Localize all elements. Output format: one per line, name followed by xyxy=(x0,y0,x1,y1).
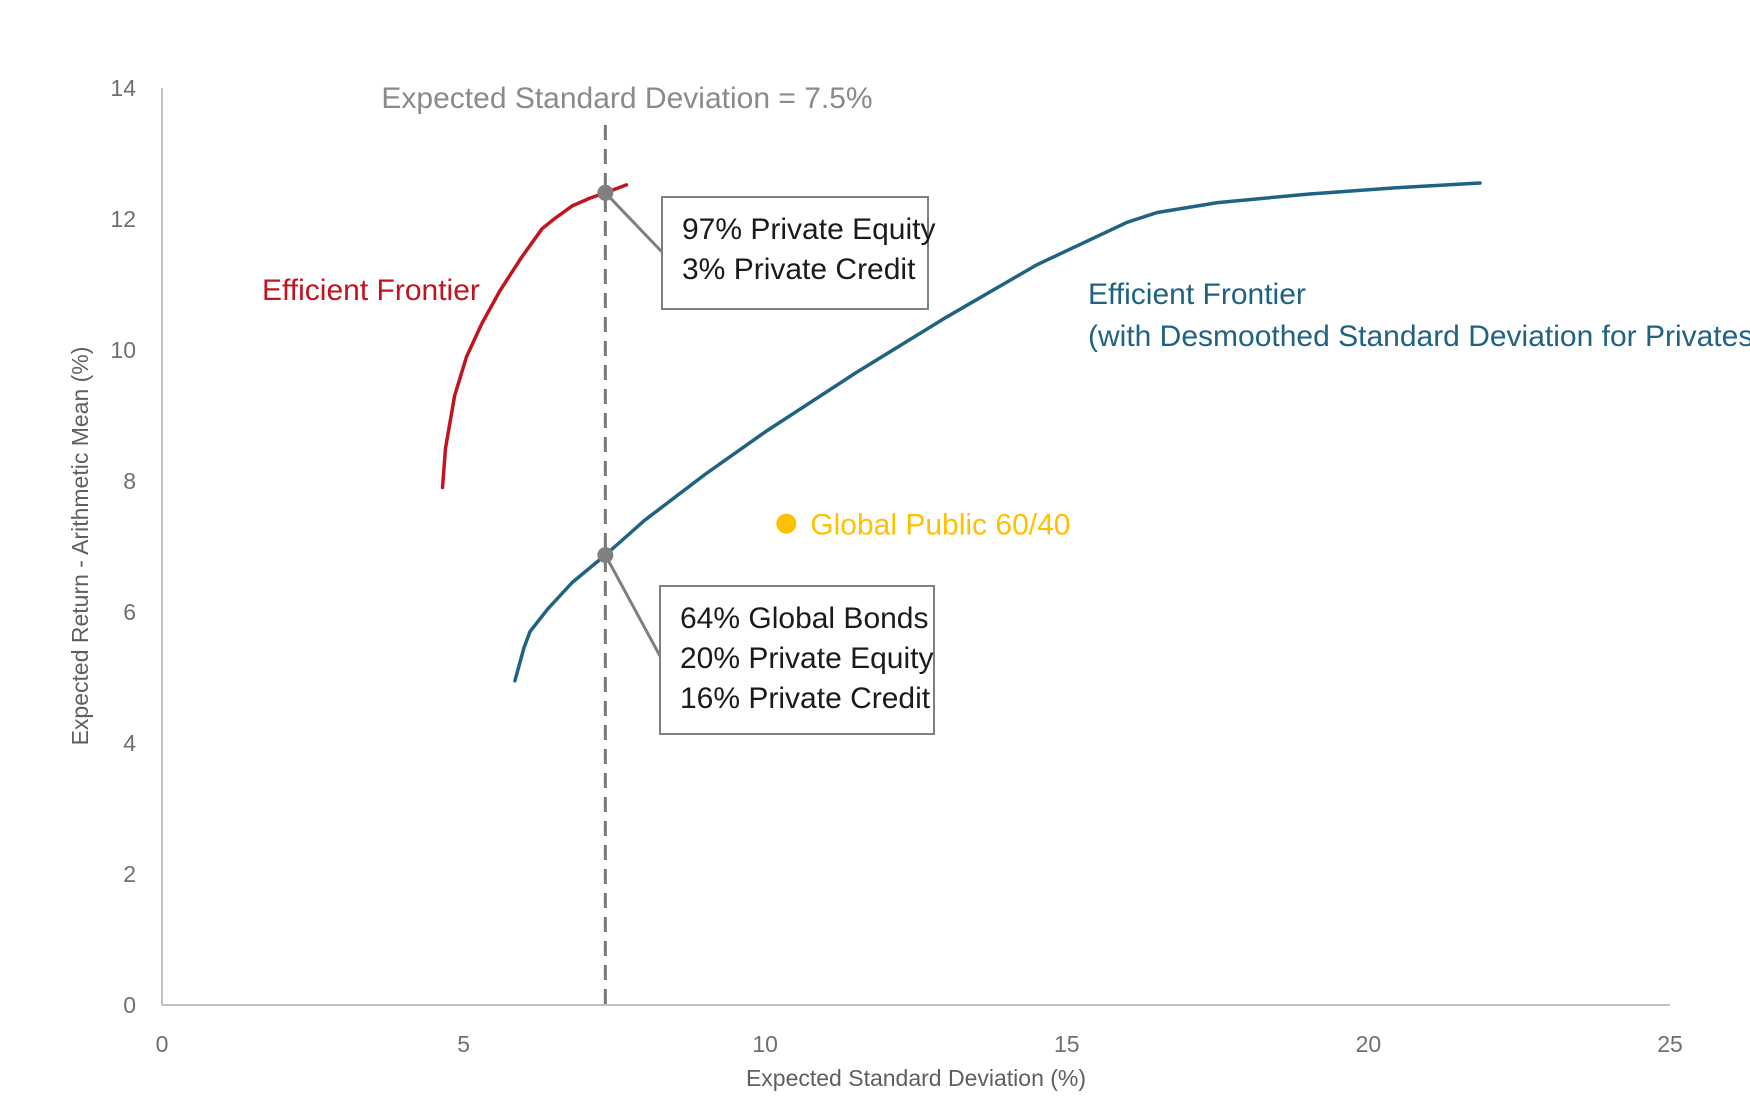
series-label-line: (with Desmoothed Standard Deviation for … xyxy=(1088,320,1750,353)
annotations: 97% Private Equity 3% Private Credit 64% G… xyxy=(597,184,935,735)
series-line-efficient-frontier xyxy=(440,183,629,490)
y-tick-label: 10 xyxy=(110,337,136,363)
x-tick-labels: 0 5 10 15 20 25 xyxy=(156,1031,1683,1057)
annotation-marker xyxy=(597,184,614,201)
y-tick-label: 2 xyxy=(123,861,136,887)
series-line-efficient-frontier-desmoothed xyxy=(513,181,1482,683)
x-tick-label: 0 xyxy=(156,1031,169,1057)
annotation-text: 20% Private Equity xyxy=(680,642,933,675)
y-tick-label: 4 xyxy=(123,730,136,756)
series-label-efficient-frontier: Efficient Frontier xyxy=(262,274,480,307)
y-tick-label: 14 xyxy=(110,75,136,101)
annotation-text: 16% Private Credit xyxy=(680,682,931,715)
point-label-global-public-6040: Global Public 60/40 xyxy=(810,509,1070,542)
x-tick-label: 5 xyxy=(457,1031,470,1057)
y-tick-label: 0 xyxy=(123,992,136,1018)
x-tick-label: 10 xyxy=(752,1031,778,1057)
annotation-box xyxy=(661,196,929,310)
x-tick-label: 15 xyxy=(1054,1031,1080,1057)
y-tick-label: 8 xyxy=(123,468,136,494)
annotation-text: 64% Global Bonds xyxy=(680,602,929,635)
y-axis-title: Expected Return - Arithmetic Mean (%) xyxy=(67,347,93,746)
x-tick-label: 25 xyxy=(1657,1031,1683,1057)
series-label-line: Efficient Frontier xyxy=(1088,278,1306,311)
annotation-leader-line xyxy=(604,191,664,254)
annotation-text: 97% Private Equity xyxy=(682,213,935,246)
series-label-efficient-frontier-desmoothed: Efficient Frontier (with Desmoothed Stand… xyxy=(1088,278,1750,353)
y-tick-label: 12 xyxy=(110,206,136,232)
annotation-text: 3% Private Credit xyxy=(682,253,916,286)
annotation-leader-line xyxy=(604,554,662,657)
x-tick-label: 20 xyxy=(1356,1031,1382,1057)
series-label-line: Efficient Frontier xyxy=(262,274,480,307)
reference-line-label: Expected Standard Deviation = 7.5% xyxy=(381,82,872,115)
y-tick-labels: 0 2 4 6 8 10 12 14 xyxy=(110,75,136,1018)
y-tick-label: 6 xyxy=(123,599,136,625)
x-axis-title: Expected Standard Deviation (%) xyxy=(746,1065,1086,1091)
annotation-marker xyxy=(597,547,614,564)
point-global-public-6040 xyxy=(776,513,797,534)
annotation-box xyxy=(659,585,935,735)
